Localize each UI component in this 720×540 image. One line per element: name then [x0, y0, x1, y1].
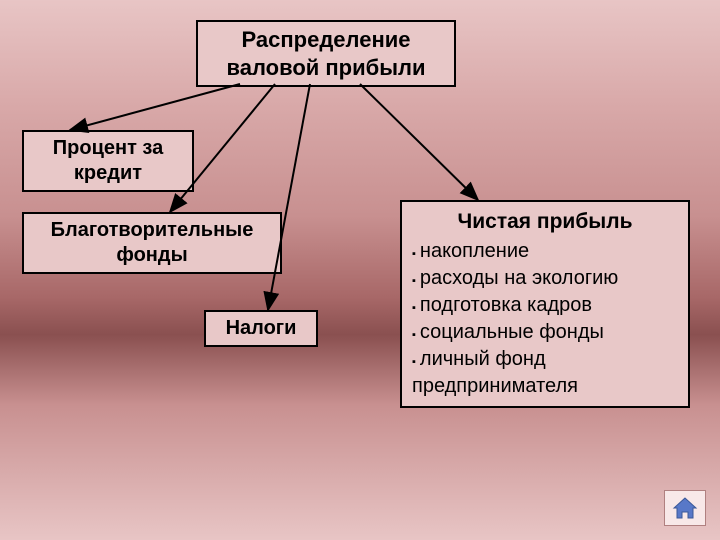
node-net-profit: Чистая прибыль накоплениерасходы на экол…: [400, 200, 690, 408]
home-icon: [671, 496, 699, 520]
root-label: Распределениеваловой прибыли: [226, 27, 425, 80]
net-profit-item: накопление: [412, 238, 678, 265]
node-taxes-label: Налоги: [226, 317, 297, 339]
node-interest: Процент закредит: [22, 130, 194, 192]
arrow: [360, 84, 478, 200]
node-interest-label: Процент закредит: [53, 137, 163, 184]
node-charity-label: Благотворительныефонды: [51, 219, 254, 266]
nav-home-button[interactable]: [664, 490, 706, 526]
net-profit-item: расходы на экологию: [412, 265, 678, 292]
net-profit-title: Чистая прибыль: [412, 208, 678, 236]
arrow: [268, 84, 310, 310]
root-node: Распределениеваловой прибыли: [196, 20, 456, 87]
node-charity: Благотворительныефонды: [22, 212, 282, 274]
node-taxes: Налоги: [204, 310, 318, 347]
net-profit-items: накоплениерасходы на экологиюподготовка …: [412, 238, 678, 400]
net-profit-item: личный фонд предпринимателя: [412, 346, 678, 400]
net-profit-item: социальные фонды: [412, 319, 678, 346]
arrow: [70, 84, 240, 130]
net-profit-item: подготовка кадров: [412, 292, 678, 319]
